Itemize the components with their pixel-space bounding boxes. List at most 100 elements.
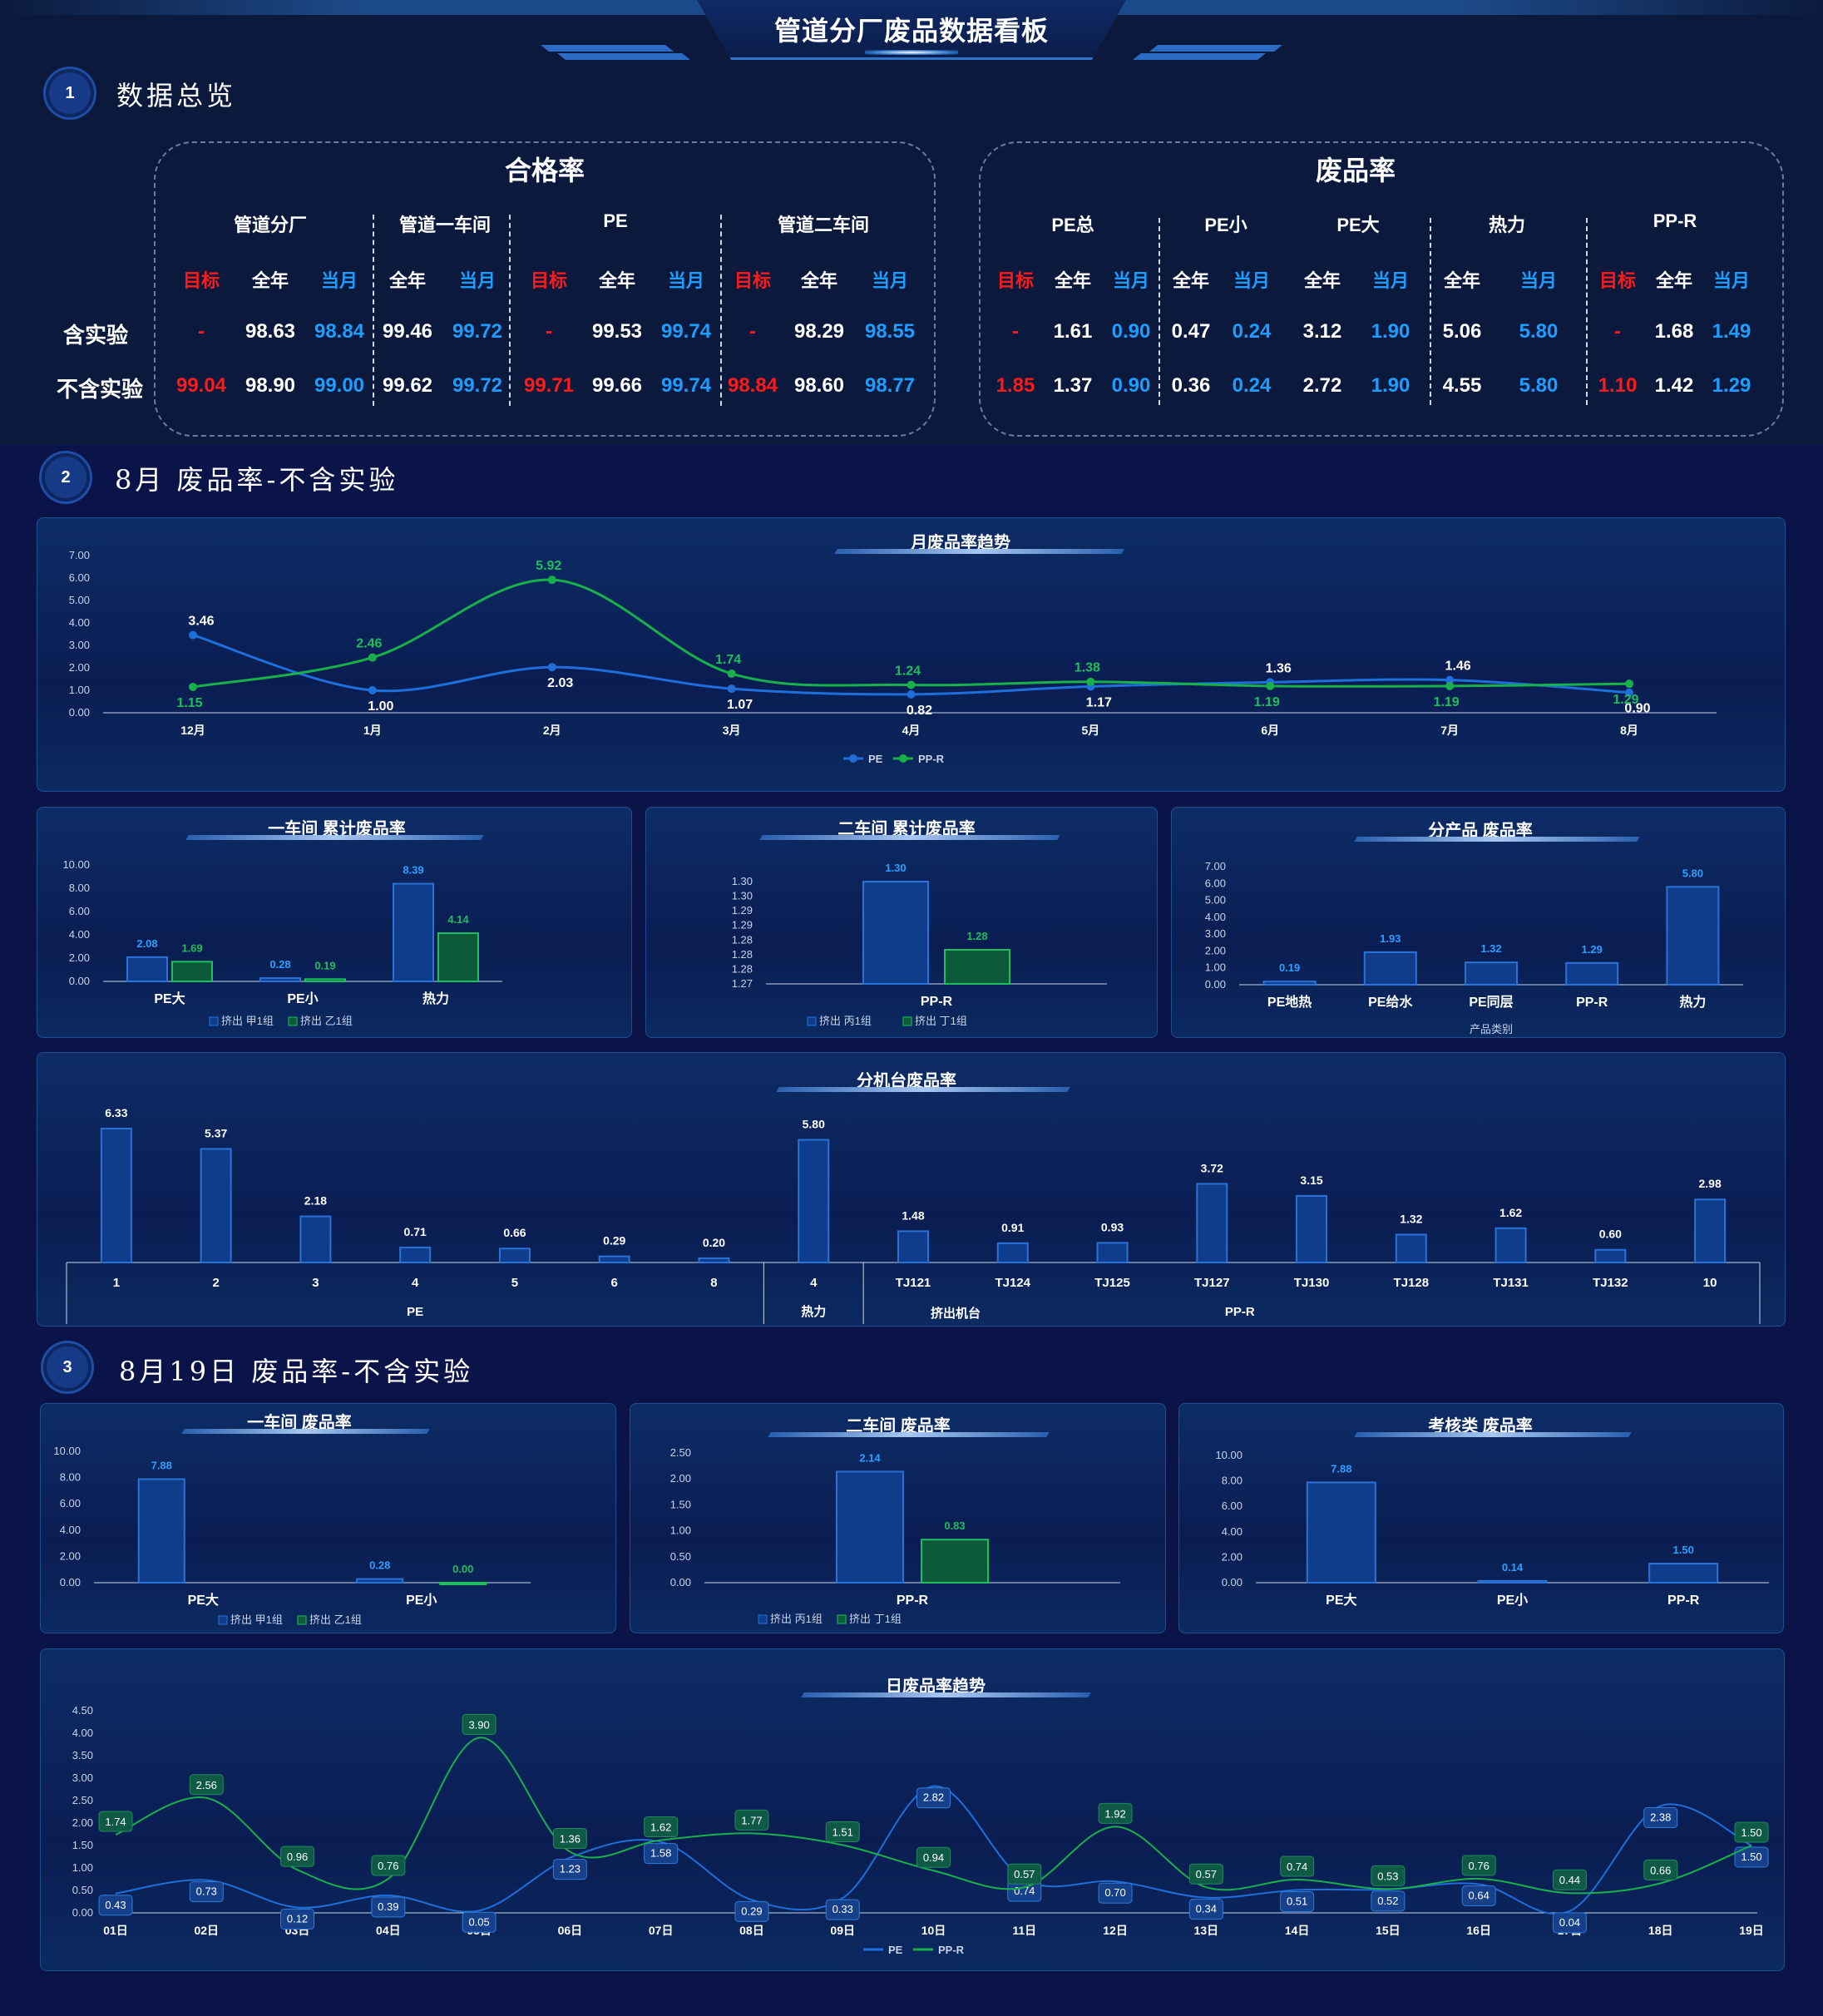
data-point	[1266, 681, 1275, 690]
data-label-box	[734, 1809, 769, 1831]
data-label: 0.34	[1196, 1903, 1217, 1915]
data-label: 3.72	[1201, 1161, 1223, 1174]
x-tick-label: PE小	[287, 991, 318, 1006]
x-tick-label: PE小	[406, 1593, 437, 1608]
pass-value: 99.04	[175, 374, 227, 397]
data-label: 0.52	[1377, 1895, 1398, 1907]
x-tick-label: 2	[212, 1276, 219, 1290]
data-label: 2.98	[1698, 1177, 1721, 1190]
y-tick-label: 5.00	[69, 594, 90, 606]
monthly-trend-chart: 0.00 1.00 2.00 3.00 4.00 5.00 6.00 7.00 12月 1月 2月 3…	[69, 549, 1717, 765]
product-chart: 0.00 1.00 2.00 3.00 4.00 5.00 6.00 7.00 PE地热 0.19…	[1205, 860, 1743, 1035]
data-label: 2.46	[356, 637, 382, 651]
y-tick-label: 4.00	[72, 1727, 93, 1739]
bar	[921, 1539, 989, 1584]
x-tick-label: 06日	[558, 1924, 583, 1937]
data-label: 2.56	[196, 1779, 217, 1791]
data-point	[547, 576, 556, 585]
data-label-box	[1188, 1863, 1223, 1885]
bar	[1296, 1194, 1328, 1263]
bar	[598, 1255, 630, 1264]
data-label-box	[1188, 1899, 1223, 1920]
legend-marker	[849, 754, 857, 763]
x-tick-label: PP-R	[921, 995, 953, 1009]
scrap-value: 5.80	[1519, 374, 1559, 397]
x-tick-label: 12日	[1103, 1924, 1128, 1937]
data-label-box	[1371, 1890, 1406, 1912]
x-tick-label: 4月	[902, 724, 921, 737]
data-label: 1.74	[105, 1816, 126, 1828]
section-title-3: 8月19日 废品率-不含实验	[119, 1356, 474, 1387]
divider	[373, 215, 374, 406]
data-label: 1.29	[1582, 943, 1603, 956]
y-tick-label: 2.50	[670, 1446, 691, 1459]
bar	[399, 1246, 432, 1263]
data-label: 0.73	[196, 1885, 217, 1898]
scrap-value: 0.36	[1171, 374, 1211, 397]
scrap-value: 3.12	[1302, 320, 1342, 343]
divider	[720, 215, 722, 406]
data-label: 0.00	[452, 1563, 473, 1575]
data-label: 1.17	[1086, 695, 1112, 709]
data-label: 1.48	[902, 1208, 924, 1222]
y-tick-label: 6.00	[60, 1497, 81, 1510]
data-label-box	[1643, 1859, 1678, 1880]
data-label: 0.76	[378, 1860, 398, 1872]
bar	[836, 1470, 904, 1584]
column-header: 当月	[1233, 270, 1270, 291]
divider	[1430, 218, 1431, 405]
y-tick-label: 3.50	[72, 1749, 93, 1762]
bar	[1477, 1579, 1548, 1584]
day-ws2-title: 二车间 废品率	[846, 1417, 951, 1435]
bar	[944, 949, 1010, 985]
scrap-value: 1.85	[995, 374, 1035, 397]
data-label: 1.19	[1434, 695, 1460, 709]
scrap-group-label: PE小	[1204, 215, 1247, 235]
data-label: 0.39	[378, 1900, 398, 1913]
column-header: 全年	[388, 270, 426, 291]
data-label-box	[552, 1859, 587, 1880]
x-tick-label: TJ127	[1194, 1276, 1230, 1290]
column-header: 全年	[1303, 270, 1341, 291]
data-point	[547, 663, 556, 672]
scrap-group-label: PE大	[1336, 215, 1380, 235]
pass-rate-box	[154, 141, 936, 437]
y-tick-label: 0.00	[1205, 978, 1226, 991]
column-header: 当月	[667, 270, 704, 291]
x-tick-label: 6	[611, 1276, 618, 1290]
scrap-value: 2.72	[1302, 374, 1342, 397]
x-tick-label: 热力	[422, 991, 449, 1006]
column-header: 全年	[1443, 270, 1480, 291]
x-tick-label: 3月	[723, 724, 741, 737]
bar	[897, 1230, 929, 1263]
pass-value: 98.77	[864, 374, 916, 397]
data-label: 1.30	[885, 862, 906, 874]
legend-swatch	[209, 1016, 219, 1026]
data-point	[907, 689, 916, 699]
y-tick-label: 2.50	[72, 1794, 93, 1806]
data-point	[1445, 675, 1455, 684]
y-tick-label: 1.30	[732, 890, 753, 902]
data-label-box	[1552, 1869, 1587, 1890]
pass-value: 99.72	[452, 374, 503, 397]
y-tick-label: 8.00	[1222, 1475, 1243, 1487]
pass-group-label: 管道一车间	[398, 215, 491, 235]
machines-chart: PE 热力 PP-R 挤出机台 6.33 1 5.37 2 2.18 3 0.71 4 0.66 5 0.2…	[66, 1106, 1761, 1324]
row-label-without-test: 不含实验	[56, 377, 143, 402]
pass-value: -	[546, 320, 552, 343]
x-tick-label: TJ132	[1593, 1276, 1628, 1290]
x-tick-label: PP-R	[897, 1594, 929, 1608]
x-tick-label: 8月	[1620, 724, 1638, 737]
bar	[100, 1128, 132, 1264]
y-tick-label: 1.00	[1205, 961, 1226, 974]
y-tick-label: 1.28	[732, 948, 753, 961]
section-badge-1: 1	[46, 69, 94, 117]
data-label: 1.50	[1741, 1826, 1761, 1839]
y-tick-label: 2.00	[72, 1816, 93, 1829]
bar	[996, 1242, 1029, 1263]
data-label: 0.90	[1624, 702, 1650, 716]
legend-label: 挤出 丙1组	[770, 1613, 823, 1625]
y-tick-label: 7.00	[69, 549, 90, 561]
y-tick-label: 2.00	[69, 951, 90, 964]
data-label: 0.96	[287, 1850, 308, 1863]
